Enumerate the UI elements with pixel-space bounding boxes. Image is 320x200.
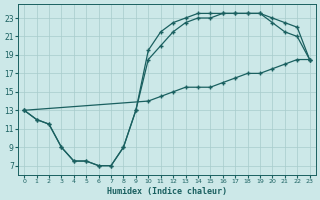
X-axis label: Humidex (Indice chaleur): Humidex (Indice chaleur) [107, 187, 227, 196]
